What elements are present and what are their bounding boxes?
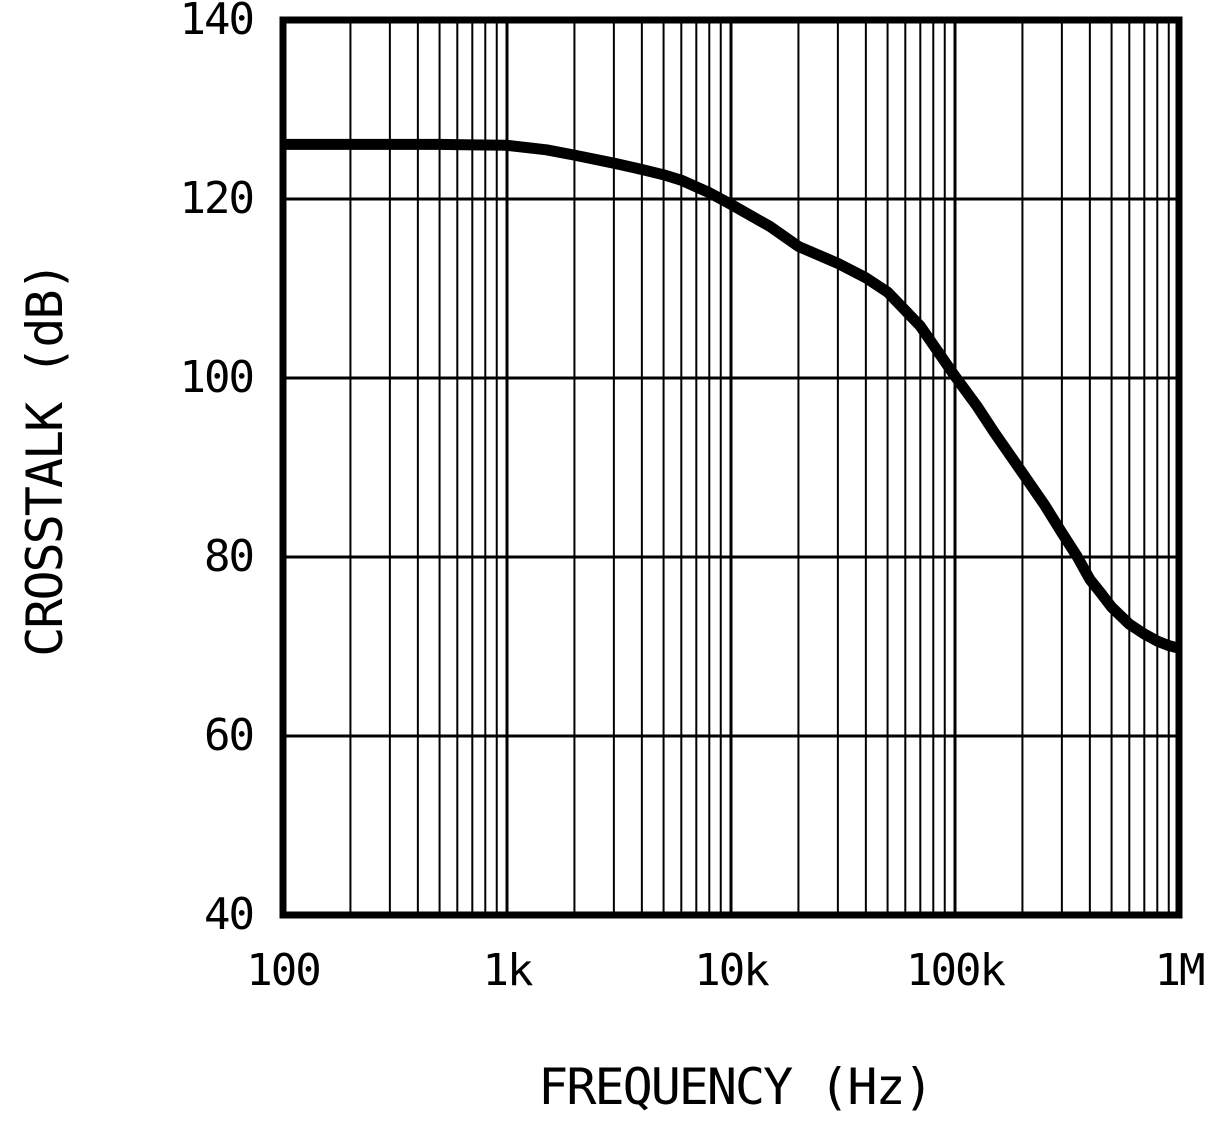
y-tick-label: 60 (204, 710, 255, 761)
y-axis-title: CROSSTALK (dB) (16, 263, 74, 657)
crosstalk-curve (283, 138, 1181, 654)
y-tick-label: 120 (179, 173, 255, 224)
x-axis-title: FREQUENCY (Hz) (538, 1058, 933, 1116)
x-tick-label: 10k (694, 945, 769, 996)
plot-frame (279, 16, 1183, 919)
x-tick-label: 100k (906, 945, 1006, 996)
y-tick-label: 140 (179, 0, 255, 45)
y-tick-label: 40 (204, 889, 255, 940)
gridlines (283, 20, 1179, 915)
y-tick-label: 100 (179, 352, 255, 403)
x-tick-label: 100 (246, 945, 321, 996)
y-tick-label: 80 (204, 531, 255, 582)
x-tick-label: 1k (482, 945, 534, 996)
x-tick-label: 1M (1154, 945, 1205, 996)
